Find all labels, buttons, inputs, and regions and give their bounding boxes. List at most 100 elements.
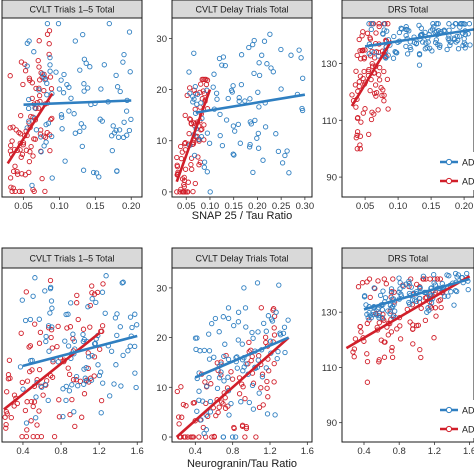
data-point-blue: [45, 397, 51, 404]
data-point-blue: [250, 335, 256, 341]
data-point-red: [266, 368, 272, 374]
data-point-red: [410, 341, 416, 347]
data-point-red: [187, 85, 193, 91]
data-point-red: [48, 86, 55, 92]
data-point-blue: [36, 316, 42, 322]
data-point-blue: [63, 397, 69, 404]
data-point-red: [271, 332, 278, 338]
data-point-blue: [282, 152, 288, 159]
data-point-blue: [201, 347, 208, 354]
data-point-blue: [206, 140, 213, 146]
data-point-red: [85, 350, 91, 356]
data-point-blue: [24, 40, 30, 46]
data-point-red: [26, 169, 32, 176]
plot-area: [345, 270, 471, 385]
data-point-red: [373, 89, 380, 96]
data-point-blue: [89, 352, 95, 359]
data-point-red: [364, 351, 370, 357]
data-point-red: [361, 68, 367, 75]
data-point-blue: [219, 62, 225, 68]
data-point-blue: [83, 378, 89, 384]
data-point-red: [180, 401, 187, 408]
data-point-blue: [204, 169, 210, 175]
data-point-blue: [24, 63, 30, 69]
data-point-blue: [59, 126, 65, 132]
data-point-red: [30, 403, 36, 410]
data-point-red: [74, 292, 80, 299]
data-point-blue: [225, 356, 232, 363]
panel-border: [1, 267, 143, 443]
data-point-blue: [113, 72, 119, 79]
data-point-red: [24, 399, 30, 405]
data-point-red: [209, 434, 215, 440]
data-point-red: [87, 324, 93, 330]
y-tick-label: 90: [326, 173, 337, 184]
data-point-blue: [112, 315, 119, 321]
data-point-blue: [259, 52, 265, 58]
data-point-red: [181, 177, 188, 184]
data-point-blue: [426, 307, 432, 313]
data-point-blue: [275, 348, 281, 355]
data-point-red: [211, 434, 217, 440]
plot-area: [174, 31, 306, 195]
data-point-blue: [132, 311, 138, 317]
data-point-blue: [201, 430, 207, 437]
data-point-blue: [126, 29, 133, 35]
data-point-blue: [116, 127, 123, 133]
data-point-blue: [288, 52, 294, 58]
data-point-red: [46, 41, 52, 47]
data-point-red: [415, 322, 421, 328]
data-point-red: [9, 188, 15, 195]
data-point-blue: [250, 406, 257, 412]
data-point-blue: [190, 99, 196, 105]
data-point-red: [176, 421, 182, 427]
legend-label: AD: [462, 158, 474, 168]
data-point-red: [422, 295, 429, 301]
data-point-red: [47, 147, 53, 154]
data-point-red: [379, 92, 385, 99]
data-point-red: [19, 171, 25, 177]
data-point-blue: [117, 88, 123, 95]
data-point-blue: [196, 388, 202, 394]
legend-label: AD: [462, 425, 474, 435]
data-point-blue: [392, 308, 398, 314]
data-point-blue: [45, 120, 52, 126]
data-point-blue: [88, 377, 95, 383]
data-point-red: [50, 359, 56, 365]
data-point-blue: [81, 336, 88, 343]
data-point-blue: [370, 309, 376, 315]
data-point-red: [177, 189, 183, 195]
data-point-blue: [55, 20, 62, 27]
data-point-blue: [194, 408, 200, 414]
data-point-red: [37, 77, 43, 83]
data-point-blue: [456, 33, 463, 39]
data-point-red: [381, 92, 387, 98]
data-point-blue: [230, 123, 237, 129]
x-tick-label: 1.6: [131, 446, 144, 457]
data-point-blue: [250, 169, 256, 176]
data-point-red: [28, 418, 34, 424]
data-point-red: [358, 119, 364, 125]
data-point-red: [31, 399, 38, 405]
regression-line-red: [350, 40, 393, 107]
data-point-red: [178, 155, 185, 162]
data-point-blue: [85, 304, 91, 310]
data-point-blue: [99, 118, 105, 124]
data-point-blue: [371, 49, 377, 55]
data-point-red: [364, 379, 371, 385]
data-point-red: [28, 143, 34, 150]
data-point-blue: [44, 80, 50, 87]
data-point-red: [362, 47, 368, 53]
regression-line-red: [175, 89, 212, 183]
data-point-red: [196, 434, 202, 440]
data-point-blue: [280, 330, 287, 336]
x-tick-label: 0.10: [389, 201, 408, 212]
data-point-red: [201, 122, 207, 128]
data-point-blue: [39, 384, 45, 390]
data-point-red: [7, 148, 14, 154]
data-point-red: [417, 346, 423, 353]
legend-key-point: [445, 406, 453, 414]
data-point-blue: [254, 135, 260, 141]
data-point-red: [7, 73, 13, 79]
data-point-blue: [384, 28, 390, 34]
